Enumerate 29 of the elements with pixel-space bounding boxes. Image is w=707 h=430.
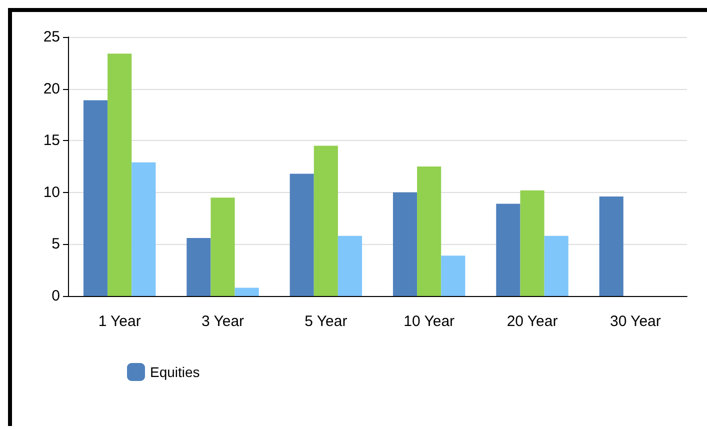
y-tick-label: 15: [43, 132, 60, 150]
bar: [496, 204, 520, 296]
y-tick-label: 25: [43, 28, 60, 46]
bar: [83, 100, 108, 296]
bar: [314, 146, 338, 296]
bar: [132, 162, 156, 296]
bar: [520, 190, 544, 296]
bar: [290, 174, 314, 296]
bar: [392, 192, 418, 296]
bar: [210, 198, 235, 296]
x-tick-label: 1 Year: [98, 313, 141, 330]
bar: [186, 238, 211, 296]
x-tick-label: 5 Year: [304, 313, 348, 330]
bar: [441, 256, 466, 296]
x-tick-label: 3 Year: [201, 313, 244, 330]
bar: [108, 54, 132, 296]
bar: [544, 236, 568, 296]
bar: [338, 236, 362, 296]
bar: [599, 196, 624, 296]
x-tick-label: 10 Year: [404, 313, 455, 330]
y-tick-label: 0: [52, 288, 60, 304]
x-tick-label: 30 Year: [610, 313, 661, 330]
y-tick-label: 20: [43, 80, 60, 98]
bar: [234, 288, 259, 296]
y-tick-label: 5: [52, 236, 60, 253]
y-tick-label: 10: [43, 184, 60, 201]
legend-label: Equities: [150, 364, 200, 380]
bar: [417, 166, 442, 296]
x-tick-label: 20 Year: [506, 313, 558, 330]
